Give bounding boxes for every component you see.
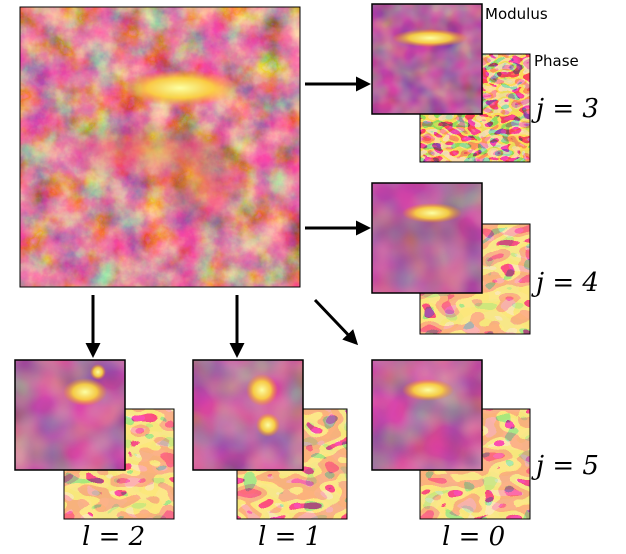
main-dust-image — [19, 6, 301, 288]
l1-modulus-panel — [192, 359, 304, 471]
modulus-label: Modulus — [485, 5, 548, 23]
l1-label: l = 1 — [258, 522, 321, 552]
j5-label: j = 5 — [531, 451, 599, 481]
j4-label: j = 4 — [531, 268, 599, 298]
l0-modulus-panel — [371, 359, 483, 471]
l2-modulus-panel — [14, 359, 126, 471]
j3-modulus-panel — [371, 3, 483, 115]
j4-modulus-panel — [371, 182, 483, 294]
phase-label: Phase — [534, 52, 579, 70]
l0-label: l = 0 — [442, 522, 505, 552]
arrow-to-l0 — [313, 298, 359, 346]
l2-label: l = 2 — [82, 522, 145, 552]
j3-label: j = 3 — [531, 94, 599, 124]
